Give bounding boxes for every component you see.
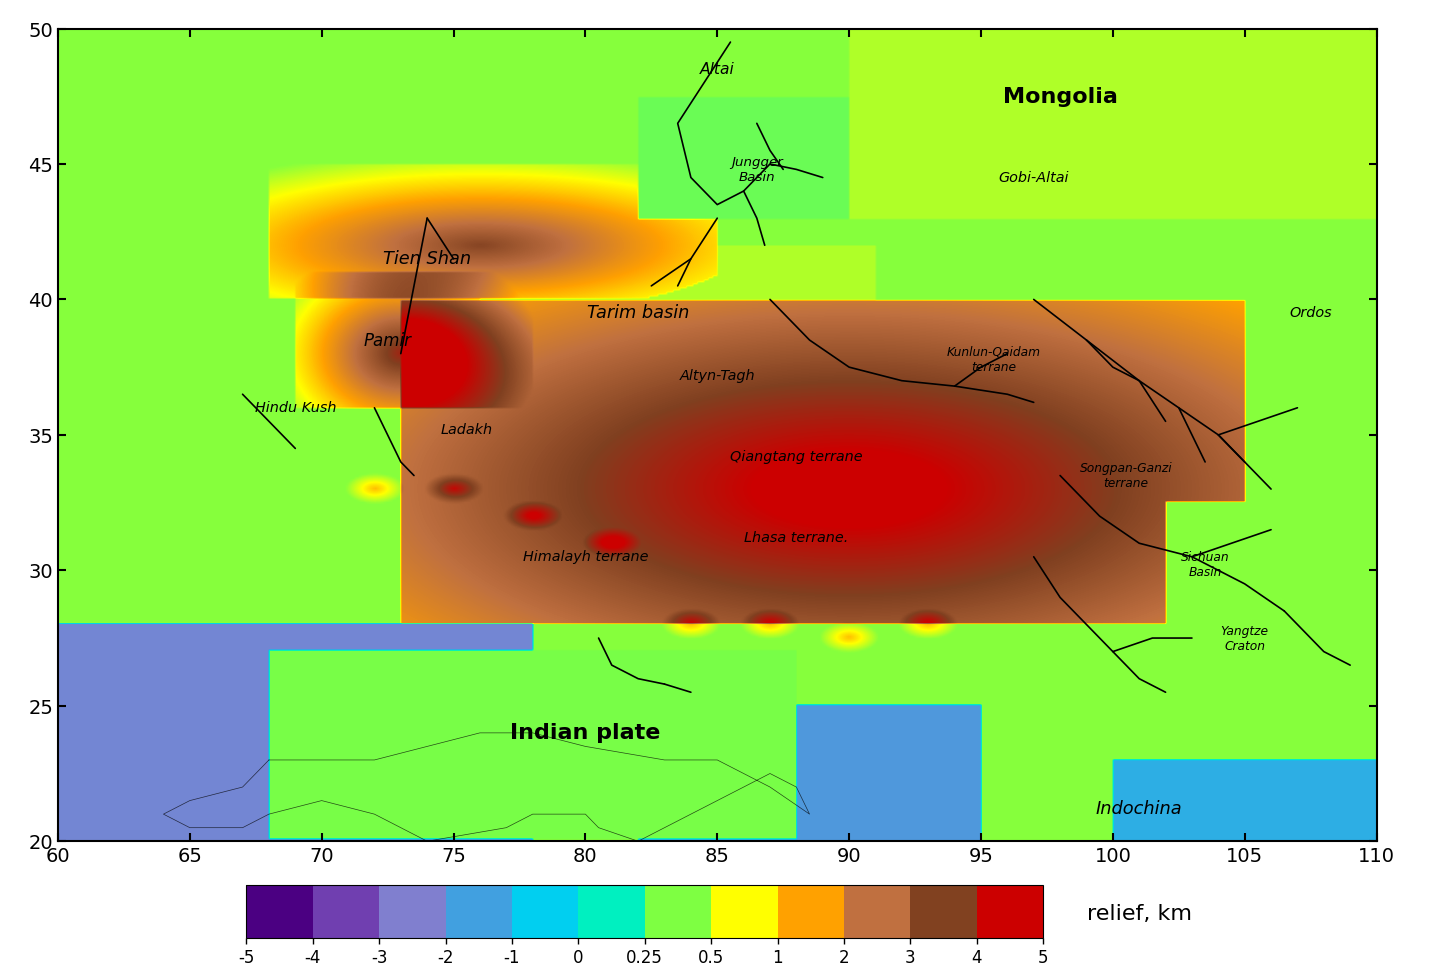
Text: Pamir: Pamir xyxy=(364,332,412,349)
Text: Jungger
Basin: Jungger Basin xyxy=(730,156,782,184)
Text: Tien Shan: Tien Shan xyxy=(383,250,471,268)
Text: Ordos: Ordos xyxy=(1290,307,1332,320)
Text: Himalayh terrane: Himalayh terrane xyxy=(523,550,648,564)
Text: Indian plate: Indian plate xyxy=(510,723,661,743)
Text: Altyn-Tagh: Altyn-Tagh xyxy=(680,368,755,383)
Text: Gobi-Altai: Gobi-Altai xyxy=(998,171,1069,185)
Text: Indochina: Indochina xyxy=(1095,800,1182,818)
Text: Mongolia: Mongolia xyxy=(1003,87,1117,106)
Text: relief, km: relief, km xyxy=(1087,904,1191,923)
Text: Qiangtang terrane: Qiangtang terrane xyxy=(730,450,862,464)
Text: Yangtze
Craton: Yangtze Craton xyxy=(1220,625,1269,652)
Text: Lhasa terrane.: Lhasa terrane. xyxy=(745,531,849,545)
Text: Tarim basin: Tarim basin xyxy=(587,305,690,322)
Text: Songpan-Ganzi
terrane: Songpan-Ganzi terrane xyxy=(1080,462,1172,489)
Text: Ladakh: Ladakh xyxy=(440,423,493,437)
Text: Altai: Altai xyxy=(700,62,735,77)
Text: Kunlun-Qaidam
terrane: Kunlun-Qaidam terrane xyxy=(948,345,1042,373)
Text: Hindu Kush: Hindu Kush xyxy=(255,401,336,415)
Text: Sichuan
Basin: Sichuan Basin xyxy=(1181,551,1229,579)
